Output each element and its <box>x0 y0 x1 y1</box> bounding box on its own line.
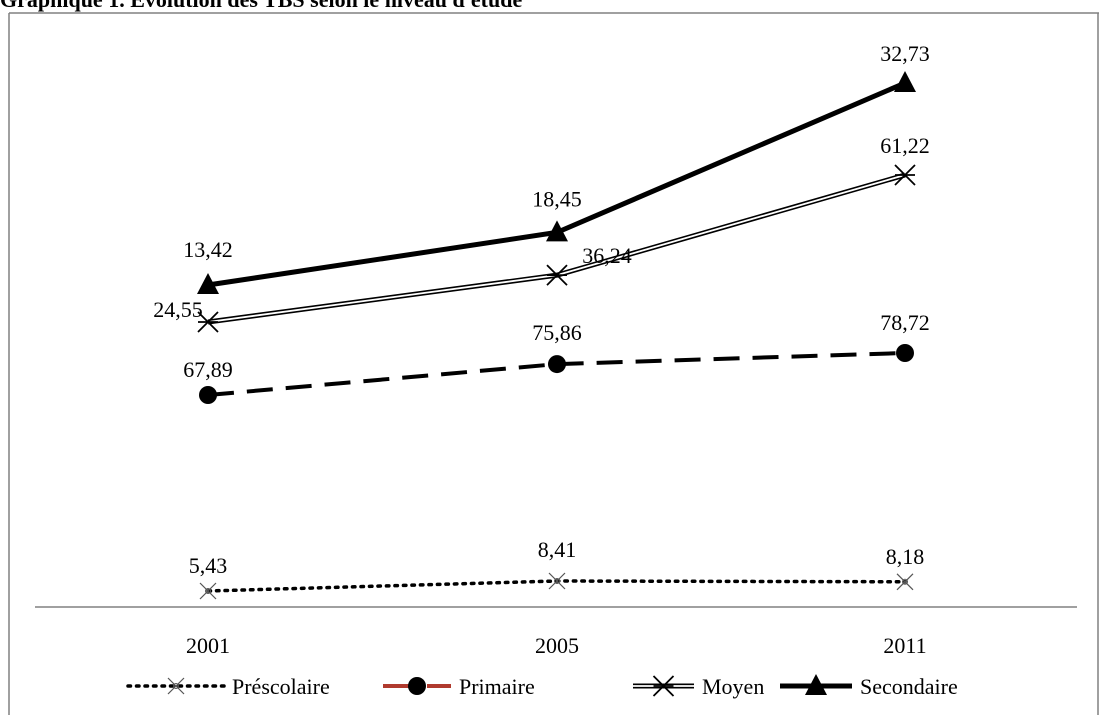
legend-label-prescolaire: Préscolaire <box>232 674 330 699</box>
x-tick-label-2011: 2011 <box>883 633 926 658</box>
point-moyen-2011 <box>894 164 916 186</box>
data-label-moyen-2001: 24,55 <box>153 297 203 322</box>
data-label-moyen-2011: 61,22 <box>880 133 930 158</box>
legend-item-secondaire: Secondaire <box>780 674 958 699</box>
legend-item-primaire: Primaire <box>383 674 535 699</box>
x-tick-label-2005: 2005 <box>535 633 579 658</box>
point-prescolaire-2005 <box>548 572 566 590</box>
data-label-prescolaire-2001: 5,43 <box>189 553 228 578</box>
point-prescolaire-2011 <box>896 573 914 591</box>
point-prescolaire-2001 <box>199 582 217 600</box>
x-tick-label-2001: 2001 <box>186 633 230 658</box>
data-label-prescolaire-2005: 8,41 <box>538 537 577 562</box>
data-label-primaire-2001: 67,89 <box>183 357 233 382</box>
point-primaire-2005 <box>548 355 566 374</box>
data-label-secondaire-2011: 32,73 <box>880 41 930 66</box>
point-secondaire-2001 <box>197 273 219 294</box>
data-label-secondaire-2005: 18,45 <box>532 186 582 211</box>
point-primaire-2001 <box>199 386 217 404</box>
legend-label-primaire: Primaire <box>459 674 535 699</box>
data-label-moyen-2005: 36,24 <box>582 243 632 268</box>
series-line-secondaire <box>207 80 906 288</box>
legend-item-prescolaire: Préscolaire <box>126 674 330 699</box>
series-line-prescolaire <box>206 579 907 593</box>
legend-item-moyen: Moyen <box>633 674 764 699</box>
legend-marker-secondaire <box>805 674 827 695</box>
point-secondaire-2011 <box>894 71 916 92</box>
chart-title: Graphique 1. Evolution des TBS selon le … <box>0 0 522 13</box>
point-moyen-2001 <box>197 311 219 333</box>
legend-marker-prescolaire <box>167 677 185 695</box>
point-primaire-2011 <box>896 344 914 362</box>
legend-label-moyen: Moyen <box>702 674 764 699</box>
point-secondaire-2005 <box>546 220 568 242</box>
legend-label-secondaire: Secondaire <box>860 674 958 699</box>
legend-marker-moyen <box>652 675 675 697</box>
point-moyen-2005 <box>546 264 568 286</box>
data-label-primaire-2005: 75,86 <box>532 320 582 345</box>
data-label-primaire-2011: 78,72 <box>880 310 930 335</box>
legend-marker-primaire <box>408 677 426 695</box>
data-label-prescolaire-2011: 8,18 <box>886 544 925 569</box>
data-label-secondaire-2001: 13,42 <box>183 237 233 262</box>
